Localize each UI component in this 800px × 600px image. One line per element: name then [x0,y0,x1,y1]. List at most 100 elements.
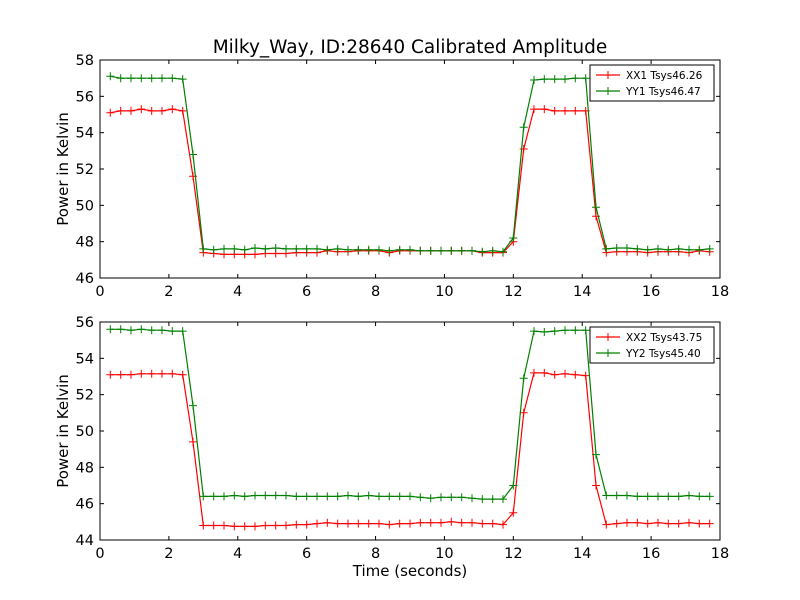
data-point [426,494,435,503]
data-point [251,522,259,531]
data-point [509,508,518,517]
data-point [685,491,693,500]
data-point [437,493,445,502]
data-point [602,520,611,529]
legend-marker [604,333,612,341]
data-point [251,491,259,500]
data-point [561,75,569,84]
data-point [313,519,321,528]
data-point [302,520,311,529]
data-point [137,369,146,378]
data-point [271,244,280,252]
legend-label: XX1 Tsys46.26 [626,70,703,82]
data-point [664,519,673,528]
data-point [643,492,652,501]
data-point [106,108,115,117]
data-point [292,492,301,501]
x-tick-label: 4 [233,284,242,300]
data-point [550,75,559,84]
y-tick-label: 50 [76,424,94,440]
data-point [147,106,156,115]
x-tick-label: 6 [302,284,311,300]
data-point [664,245,673,254]
data-point [478,519,487,528]
data-point [323,492,332,501]
data-point [561,369,569,378]
data-point [158,326,166,335]
data-point [623,518,631,527]
data-point [178,370,187,379]
data-point [220,244,228,253]
data-point [530,105,538,114]
data-point [302,244,311,253]
legend-label: YY2 Tsys45.40 [625,348,701,360]
data-point [674,519,683,528]
data-point [561,106,569,115]
y-tick-label: 48 [76,460,94,476]
data-point [158,74,166,83]
data-point [540,105,549,114]
data-point [106,72,115,81]
x-tick-label: 8 [371,284,380,300]
legend-marker [604,349,612,357]
data-point [571,106,580,115]
data-point [654,492,662,501]
data-point [230,522,239,531]
data-point [282,244,290,253]
data-point [209,492,218,501]
data-point [292,520,301,529]
data-point [127,370,135,379]
data-point [385,520,394,529]
x-tick-label: 14 [573,284,591,300]
data-point [633,518,642,527]
data-point [240,492,249,501]
data-point [189,401,197,410]
data-point [230,244,239,253]
data-point [127,106,135,115]
data-point [612,244,621,252]
data-point [364,245,373,254]
x-tick-label: 4 [233,546,242,562]
data-point [199,521,208,530]
data-point [519,145,528,153]
data-point [116,106,125,115]
legend-label: XX2 Tsys43.75 [626,332,702,344]
data-point [158,369,166,378]
data-point [271,521,280,530]
data-point [261,521,270,530]
y-tick-label: 46 [76,271,94,287]
data-point [592,450,600,459]
data-point [354,492,363,501]
data-point [540,328,549,336]
x-tick-label: 18 [711,546,729,562]
data-point [550,106,559,115]
data-point [509,234,518,242]
x-tick-label: 16 [642,284,660,300]
data-point [447,246,456,255]
data-point [116,370,125,379]
data-point [499,520,507,529]
data-point [530,327,538,336]
data-point [137,325,146,334]
data-point [643,519,652,528]
data-point [468,518,476,527]
x-tick-label: 10 [435,546,453,562]
x-axis-label: Time (seconds) [352,562,468,580]
legend-box [589,326,715,364]
data-point [375,245,383,254]
data-point [571,74,580,83]
data-point [209,521,218,530]
data-point [178,75,187,84]
data-point [354,245,363,254]
data-point [447,493,456,502]
data-point [116,74,125,83]
data-point [571,370,580,379]
y-tick-label: 48 [76,235,94,251]
data-point [519,408,528,417]
data-point [137,105,146,114]
y-tick-label: 56 [76,89,94,105]
data-point [468,494,476,503]
data-point [488,495,497,504]
